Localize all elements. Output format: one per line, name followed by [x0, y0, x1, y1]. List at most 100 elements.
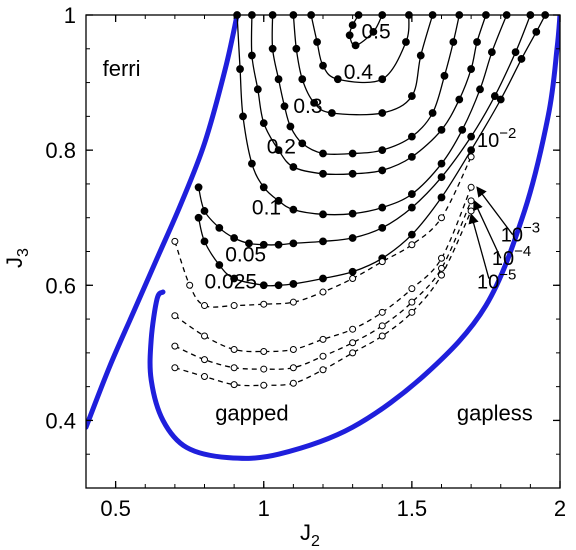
data-point: [351, 41, 360, 50]
data-point: [239, 112, 247, 121]
data-point: [449, 38, 458, 46]
axis-ticks: 0.5 1 1.5 2 0.4 0.6 0.8 1: [45, 3, 566, 521]
data-point: [230, 345, 238, 353]
data-point: [259, 183, 268, 192]
x-axis-title: J2: [300, 520, 320, 550]
data-point: [274, 240, 283, 249]
arrow-3: [468, 213, 490, 279]
data-point: [517, 55, 526, 63]
contour-series-4: [268, 11, 464, 158]
data-point: [259, 281, 268, 290]
power-label: 10−2: [477, 125, 516, 152]
contour-label: 0.5: [362, 21, 391, 44]
data-point: [496, 95, 505, 104]
data-point: [467, 65, 476, 73]
data-point: [407, 190, 416, 198]
data-point: [467, 207, 475, 215]
data-point: [289, 379, 297, 387]
data-point: [319, 237, 327, 246]
data-point: [319, 149, 327, 158]
region-label: ferri: [103, 56, 141, 81]
data-point: [298, 139, 307, 148]
data-point: [171, 364, 179, 372]
data-point: [194, 183, 203, 192]
data-point: [487, 48, 496, 57]
boundary-line-2: [147, 15, 560, 461]
data-point: [378, 332, 386, 340]
data-point: [348, 169, 357, 178]
data-point: [289, 239, 298, 248]
data-point: [200, 237, 209, 246]
data-point: [349, 275, 357, 283]
data-point: [348, 209, 357, 218]
data-point: [248, 159, 256, 168]
data-point: [171, 312, 179, 320]
data-point: [467, 146, 476, 155]
region-label: gapless: [457, 400, 533, 425]
data-point: [467, 153, 475, 161]
data-point: [345, 31, 354, 40]
data-point: [310, 98, 319, 107]
data-point: [407, 153, 416, 161]
data-point: [437, 173, 446, 182]
data-point: [171, 342, 179, 350]
data-point: [378, 166, 387, 175]
data-point: [402, 38, 410, 46]
x-tick-label: 2: [554, 496, 566, 521]
contour-series-5: [248, 11, 490, 178]
data-point: [348, 267, 357, 276]
data-point: [378, 223, 387, 232]
contour-series-12: [171, 207, 475, 389]
power-label: 10−5: [477, 267, 516, 294]
data-point: [437, 125, 446, 134]
data-point: [201, 332, 208, 340]
data-point: [289, 163, 298, 171]
data-point: [416, 51, 425, 60]
data-point: [378, 203, 387, 212]
data-point: [274, 75, 283, 84]
data-point: [438, 254, 445, 262]
data-point: [378, 322, 386, 330]
data-point: [289, 205, 298, 214]
data-point: [490, 92, 499, 100]
y-axis-title-main: J: [2, 257, 27, 268]
data-point: [201, 356, 208, 364]
data-point: [408, 241, 416, 249]
data-point: [289, 298, 297, 306]
annotation-arrows: [468, 186, 514, 279]
data-point: [407, 230, 416, 239]
data-point: [298, 75, 307, 84]
data-point: [274, 146, 283, 155]
data-point: [319, 366, 327, 374]
data-point: [408, 308, 416, 316]
contour-series-2: [307, 11, 413, 84]
contour-label: 0.4: [344, 61, 374, 84]
y-tick-label: 1: [64, 3, 76, 28]
data-point: [369, 27, 378, 36]
data-point: [348, 149, 357, 158]
arrow-2: [473, 199, 502, 259]
contour-line: [236, 14, 508, 216]
power-label: 10−3: [501, 219, 540, 246]
data-point: [467, 183, 475, 191]
data-point: [467, 132, 476, 141]
data-point: [378, 258, 386, 266]
data-point: [473, 38, 481, 46]
data-point: [437, 193, 446, 202]
contour-series-9: [171, 153, 475, 310]
data-point: [438, 214, 445, 222]
data-point: [467, 197, 475, 205]
y-axis-title: J3: [2, 248, 32, 268]
data-point: [274, 196, 283, 205]
x-tick-label: 0.5: [100, 496, 131, 521]
data-point: [260, 348, 268, 356]
boundary-line-1: [86, 15, 240, 430]
data-point: [378, 75, 387, 84]
data-point: [248, 51, 256, 60]
data-point: [349, 325, 357, 333]
chart-labels: ferri gapped gapless 0.5 0.4 0.3 0.2 0.1 0.05 0.0…: [103, 21, 541, 426]
power-label: 10−4: [492, 243, 531, 270]
contour-label: 0.3: [293, 95, 322, 118]
data-point: [215, 261, 224, 269]
y-tick-label: 0.4: [45, 408, 76, 433]
